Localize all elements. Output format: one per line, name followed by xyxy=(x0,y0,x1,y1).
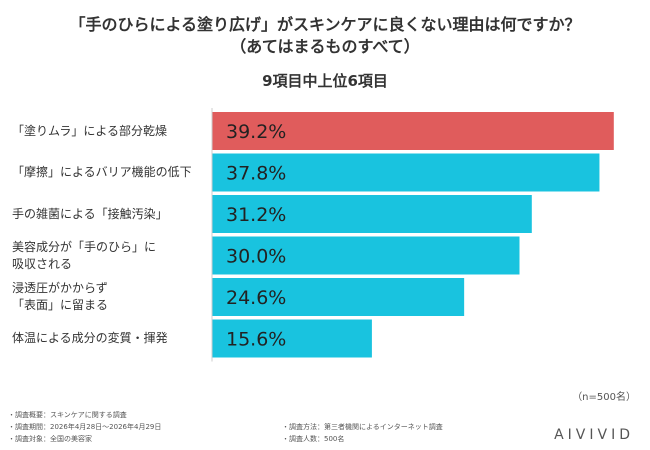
category-label-5: 浸透圧がかからず 「表面」に留まる xyxy=(12,280,108,314)
value-label-4: 30.0% xyxy=(226,246,286,268)
category-label-1: 「塗りムラ」による部分乾燥 xyxy=(12,123,167,140)
bar-2 xyxy=(212,153,600,192)
chart-title-line-2: （あてはまるものすべて） xyxy=(230,37,420,56)
value-label-6: 15.6% xyxy=(226,329,286,351)
value-label-3: 31.2% xyxy=(226,204,286,226)
category-label-3: 手の雑菌による「接触汚染」 xyxy=(12,206,168,223)
category-label-line: 浸透圧がかからず xyxy=(12,281,108,295)
category-label-line: 「塗りムラ」による部分乾燥 xyxy=(12,123,168,138)
category-label-2: 「摩擦」によるバリア機能の低下 xyxy=(12,164,192,181)
footnote-target: ・調査対象：全国の美容家 xyxy=(8,435,92,443)
category-label-6: 体温による成分の変質・揮発 xyxy=(12,330,168,347)
value-label-1: 39.2% xyxy=(226,121,286,143)
category-label-line: 美容成分が「手のひら」に xyxy=(12,239,157,254)
category-label-line: 吸収される xyxy=(12,256,73,271)
bar-1 xyxy=(212,112,614,150)
category-label-4: 美容成分が「手のひら」に 吸収される xyxy=(12,239,156,273)
footnote-method: ・調査方法：第三者機関によるインターネット調査 xyxy=(282,423,443,431)
category-label-line: 体温による成分の変質・揮発 xyxy=(12,331,168,345)
sample-size-note: （n=500名） xyxy=(572,392,636,403)
value-label-5: 24.6% xyxy=(226,287,286,309)
category-label-line: 「摩擦」によるバリア機能の低下 xyxy=(12,165,192,179)
bar-6 xyxy=(212,319,372,358)
footnote-count: ・調査人数：500名 xyxy=(282,435,345,443)
chart-subtitle: 9項目中上位6項目 xyxy=(262,72,388,90)
brand-logo: AIVIVID xyxy=(554,427,634,443)
chart-title: 「手のひらによる塗り広げ」がスキンケアに良くない理由は何ですか？ （あてはまるも… xyxy=(0,14,650,58)
category-label-line: 「表面」に留まる xyxy=(12,298,109,312)
bar-5 xyxy=(212,278,465,316)
footnote-overview: ・調査概要：スキンケアに関する調査 xyxy=(8,411,127,419)
bar-4 xyxy=(212,236,520,275)
value-label-2: 37.8% xyxy=(226,163,286,185)
chart-title-line-1: 「手のひらによる塗り広げ」がスキンケアに良くない理由は何ですか？ xyxy=(69,15,581,34)
footnote-period: ・調査期間：2026年4月28日〜2026年4月29日 xyxy=(8,423,162,431)
category-label-line: 手の雑菌による「接触汚染」 xyxy=(12,206,168,221)
bar-3 xyxy=(212,195,532,233)
